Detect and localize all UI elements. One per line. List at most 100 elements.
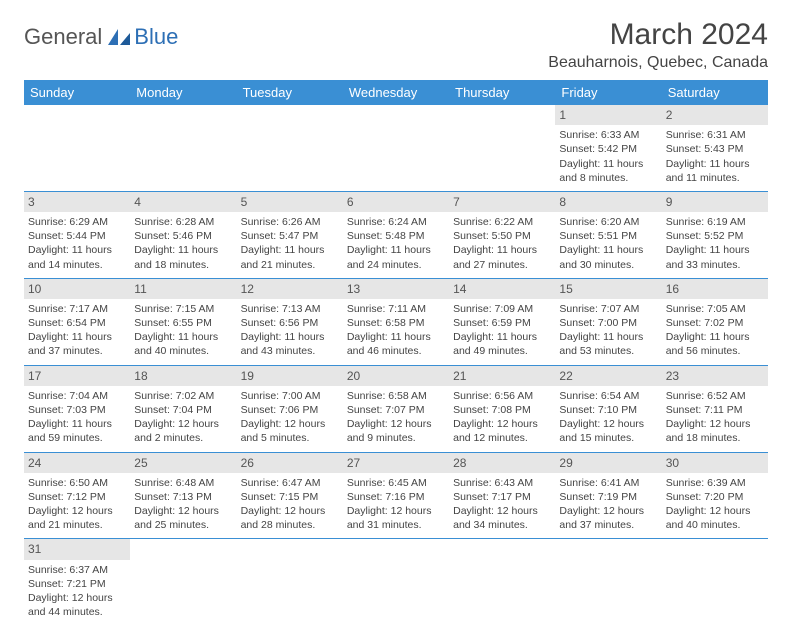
- day-info-line: Sunrise: 7:09 AM: [453, 302, 551, 316]
- calendar-cell: 5 Sunrise: 6:26 AMSunset: 5:47 PMDaylight…: [237, 191, 343, 278]
- day-info-line: Sunset: 7:04 PM: [134, 403, 232, 417]
- calendar-cell: 24Sunrise: 6:50 AMSunset: 7:12 PMDayligh…: [24, 452, 130, 539]
- day-info: Sunrise: 6:28 AMSunset: 5:46 PMDaylight:…: [134, 215, 232, 272]
- day-info-line: Daylight: 12 hours: [134, 417, 232, 431]
- calendar-cell: [449, 105, 555, 191]
- day-info-line: and 37 minutes.: [559, 518, 657, 532]
- day-number: 4: [130, 192, 236, 212]
- day-info-line: Sunrise: 6:41 AM: [559, 476, 657, 490]
- calendar-cell: 15Sunrise: 7:07 AMSunset: 7:00 PMDayligh…: [555, 278, 661, 365]
- day-info-line: and 56 minutes.: [666, 344, 764, 358]
- day-info-line: Daylight: 11 hours: [134, 243, 232, 257]
- calendar-cell: 29Sunrise: 6:41 AMSunset: 7:19 PMDayligh…: [555, 452, 661, 539]
- calendar-cell: [343, 105, 449, 191]
- day-info: Sunrise: 6:52 AMSunset: 7:11 PMDaylight:…: [666, 389, 764, 446]
- day-number: 6: [343, 192, 449, 212]
- calendar-cell: 22Sunrise: 6:54 AMSunset: 7:10 PMDayligh…: [555, 365, 661, 452]
- day-info-line: Daylight: 11 hours: [28, 417, 126, 431]
- day-info: Sunrise: 6:24 AMSunset: 5:48 PMDaylight:…: [347, 215, 445, 272]
- day-info-line: Sunset: 7:03 PM: [28, 403, 126, 417]
- day-info-line: Sunrise: 6:58 AM: [347, 389, 445, 403]
- day-info-line: Daylight: 11 hours: [666, 243, 764, 257]
- day-info-line: Sunset: 7:17 PM: [453, 490, 551, 504]
- day-info-line: Sunset: 7:20 PM: [666, 490, 764, 504]
- calendar-cell: [662, 539, 768, 625]
- day-info-line: Sunrise: 6:26 AM: [241, 215, 339, 229]
- day-info-line: Daylight: 11 hours: [134, 330, 232, 344]
- day-info-line: Sunrise: 6:52 AM: [666, 389, 764, 403]
- weekday-header: Sunday: [24, 80, 130, 105]
- weekday-header: Tuesday: [237, 80, 343, 105]
- day-info: Sunrise: 7:17 AMSunset: 6:54 PMDaylight:…: [28, 302, 126, 359]
- day-info: Sunrise: 7:07 AMSunset: 7:00 PMDaylight:…: [559, 302, 657, 359]
- day-info-line: Sunset: 7:00 PM: [559, 316, 657, 330]
- day-info-line: Sunset: 7:11 PM: [666, 403, 764, 417]
- calendar-cell: 26Sunrise: 6:47 AMSunset: 7:15 PMDayligh…: [237, 452, 343, 539]
- calendar-cell: 11 Sunrise: 7:15 AMSunset: 6:55 PMDayligh…: [130, 278, 236, 365]
- logo-text-blue: Blue: [134, 24, 178, 50]
- day-info-line: Sunrise: 6:47 AM: [241, 476, 339, 490]
- calendar-cell: 9Sunrise: 6:19 AMSunset: 5:52 PMDaylight…: [662, 191, 768, 278]
- day-number: 25: [130, 453, 236, 473]
- calendar-week-row: 24Sunrise: 6:50 AMSunset: 7:12 PMDayligh…: [24, 452, 768, 539]
- day-info: Sunrise: 6:47 AMSunset: 7:15 PMDaylight:…: [241, 476, 339, 533]
- day-number: 11: [130, 279, 236, 299]
- day-info-line: Sunset: 7:08 PM: [453, 403, 551, 417]
- day-info-line: Daylight: 11 hours: [241, 243, 339, 257]
- day-info: Sunrise: 6:31 AMSunset: 5:43 PMDaylight:…: [666, 128, 764, 185]
- calendar-cell: 13Sunrise: 7:11 AMSunset: 6:58 PMDayligh…: [343, 278, 449, 365]
- calendar-cell: 10Sunrise: 7:17 AMSunset: 6:54 PMDayligh…: [24, 278, 130, 365]
- day-info-line: and 33 minutes.: [666, 258, 764, 272]
- calendar-cell: 17Sunrise: 7:04 AMSunset: 7:03 PMDayligh…: [24, 365, 130, 452]
- day-info: Sunrise: 6:45 AMSunset: 7:16 PMDaylight:…: [347, 476, 445, 533]
- calendar-cell: [130, 105, 236, 191]
- weekday-header: Wednesday: [343, 80, 449, 105]
- day-info-line: Sunrise: 7:05 AM: [666, 302, 764, 316]
- day-info-line: Sunrise: 6:37 AM: [28, 563, 126, 577]
- day-info-line: Sunset: 6:58 PM: [347, 316, 445, 330]
- day-info-line: Sunrise: 6:24 AM: [347, 215, 445, 229]
- day-info-line: Sunrise: 6:45 AM: [347, 476, 445, 490]
- day-number: 3: [24, 192, 130, 212]
- day-info: Sunrise: 7:02 AMSunset: 7:04 PMDaylight:…: [134, 389, 232, 446]
- day-info-line: Sunrise: 6:19 AM: [666, 215, 764, 229]
- day-info-line: Sunset: 7:15 PM: [241, 490, 339, 504]
- day-info: Sunrise: 7:00 AMSunset: 7:06 PMDaylight:…: [241, 389, 339, 446]
- day-info: Sunrise: 6:48 AMSunset: 7:13 PMDaylight:…: [134, 476, 232, 533]
- day-info: Sunrise: 7:13 AMSunset: 6:56 PMDaylight:…: [241, 302, 339, 359]
- day-info-line: Sunset: 5:42 PM: [559, 142, 657, 156]
- day-info: Sunrise: 7:04 AMSunset: 7:03 PMDaylight:…: [28, 389, 126, 446]
- day-info-line: Sunset: 7:10 PM: [559, 403, 657, 417]
- logo: General Blue: [24, 18, 178, 50]
- day-info-line: Daylight: 12 hours: [347, 417, 445, 431]
- day-info: Sunrise: 7:05 AMSunset: 7:02 PMDaylight:…: [666, 302, 764, 359]
- day-info-line: and 8 minutes.: [559, 171, 657, 185]
- day-info-line: and 18 minutes.: [134, 258, 232, 272]
- day-info-line: Sunset: 5:43 PM: [666, 142, 764, 156]
- calendar-cell: 6 Sunrise: 6:24 AMSunset: 5:48 PMDaylight…: [343, 191, 449, 278]
- day-number: 21: [449, 366, 555, 386]
- calendar-week-row: 3 Sunrise: 6:29 AMSunset: 5:44 PMDaylight…: [24, 191, 768, 278]
- day-info-line: Sunset: 7:12 PM: [28, 490, 126, 504]
- day-number: 14: [449, 279, 555, 299]
- day-info-line: Sunset: 6:56 PM: [241, 316, 339, 330]
- day-info-line: Sunrise: 7:15 AM: [134, 302, 232, 316]
- calendar-cell: 23Sunrise: 6:52 AMSunset: 7:11 PMDayligh…: [662, 365, 768, 452]
- calendar-week-row: 17Sunrise: 7:04 AMSunset: 7:03 PMDayligh…: [24, 365, 768, 452]
- day-info-line: Daylight: 11 hours: [666, 157, 764, 171]
- logo-text-general: General: [24, 24, 102, 50]
- day-info: Sunrise: 6:29 AMSunset: 5:44 PMDaylight:…: [28, 215, 126, 272]
- calendar-cell: 12Sunrise: 7:13 AMSunset: 6:56 PMDayligh…: [237, 278, 343, 365]
- day-info-line: Sunset: 5:50 PM: [453, 229, 551, 243]
- day-info-line: Sunrise: 7:17 AM: [28, 302, 126, 316]
- calendar-cell: 14Sunrise: 7:09 AMSunset: 6:59 PMDayligh…: [449, 278, 555, 365]
- day-info-line: Daylight: 12 hours: [559, 417, 657, 431]
- day-info: Sunrise: 7:15 AMSunset: 6:55 PMDaylight:…: [134, 302, 232, 359]
- day-info: Sunrise: 6:26 AMSunset: 5:47 PMDaylight:…: [241, 215, 339, 272]
- day-info-line: and 5 minutes.: [241, 431, 339, 445]
- day-number: 5: [237, 192, 343, 212]
- day-number: 28: [449, 453, 555, 473]
- day-info-line: Daylight: 11 hours: [666, 330, 764, 344]
- calendar-cell: 30Sunrise: 6:39 AMSunset: 7:20 PMDayligh…: [662, 452, 768, 539]
- day-info-line: Daylight: 12 hours: [241, 504, 339, 518]
